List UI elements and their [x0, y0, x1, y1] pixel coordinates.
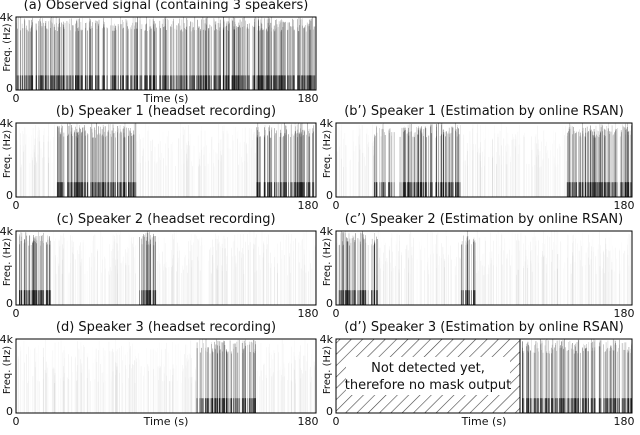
- x-tick-label: 0: [333, 307, 340, 320]
- panel-title: (d’) Speaker 3 (Estimation by online RSA…: [344, 320, 624, 335]
- y-tick-label: 4k: [320, 333, 334, 346]
- x-tick-label: 180: [298, 307, 319, 320]
- plot-frame: [335, 230, 633, 306]
- spectrogram: [15, 17, 316, 90]
- x-tick-label: 180: [298, 199, 319, 212]
- panel-title: (c’) Speaker 2 (Estimation by online RSA…: [345, 212, 623, 227]
- x-tick-label: 180: [298, 92, 319, 105]
- x-tick-label: 0: [13, 307, 20, 320]
- spectrogram: [16, 123, 315, 197]
- x-axis-label: Time (s): [143, 92, 189, 105]
- panel-title: (b) Speaker 1 (headset recording): [56, 104, 276, 119]
- y-tick-label: 0: [6, 405, 13, 418]
- annotation: therefore no mask output: [345, 378, 511, 393]
- x-tick-label: 0: [13, 199, 20, 212]
- plot-frame: [15, 230, 317, 306]
- x-tick-label: 0: [333, 199, 340, 212]
- y-tick-label: 4k: [320, 117, 334, 130]
- y-axis-label: Freq. (Hz): [2, 130, 13, 178]
- y-tick-label: 4k: [320, 225, 334, 238]
- y-tick-label: 4k: [0, 225, 14, 238]
- annotation: Not detected yet,: [371, 361, 485, 376]
- y-tick-label: 0: [6, 82, 13, 95]
- x-axis-label: Time (s): [143, 415, 189, 428]
- x-tick-label: 0: [13, 92, 20, 105]
- y-tick-label: 0: [326, 405, 333, 418]
- panel-title: (c) Speaker 2 (headset recording): [56, 212, 275, 227]
- x-tick-label: 180: [614, 307, 635, 320]
- y-tick-label: 4k: [0, 117, 14, 130]
- spectrogram: [335, 231, 631, 305]
- panel-title: (b’) Speaker 1 (Estimation by online RSA…: [344, 104, 624, 119]
- spectrogram: [17, 339, 315, 413]
- spectrogram: [18, 231, 316, 305]
- y-tick-label: 0: [326, 297, 333, 310]
- y-axis-label: Freq. (Hz): [322, 130, 333, 178]
- y-axis-label: Freq. (Hz): [322, 346, 333, 394]
- y-tick-label: 0: [6, 189, 13, 202]
- y-tick-label: 4k: [0, 333, 14, 346]
- x-tick-label: 0: [13, 415, 20, 428]
- plot-frame: [15, 16, 317, 91]
- plot-frame: [15, 122, 317, 198]
- y-tick-label: 4k: [0, 11, 14, 24]
- x-tick-label: 180: [298, 415, 319, 428]
- y-tick-label: 0: [6, 297, 13, 310]
- y-axis-label: Freq. (Hz): [2, 238, 13, 286]
- y-axis-label: Freq. (Hz): [322, 238, 333, 286]
- annotation-box: [346, 357, 510, 395]
- x-tick-label: 180: [614, 199, 635, 212]
- plot-frame: [335, 122, 633, 198]
- plot-frame: [15, 338, 317, 414]
- x-axis-label: Time (s): [461, 415, 507, 428]
- spectrogram: [335, 123, 632, 197]
- x-tick-label: 0: [333, 415, 340, 428]
- panel-title: (d) Speaker 3 (headset recording): [56, 320, 276, 335]
- panel-title: (a) Observed signal (containing 3 speake…: [24, 0, 309, 13]
- y-axis-label: Freq. (Hz): [2, 23, 13, 71]
- y-tick-label: 0: [326, 189, 333, 202]
- x-tick-label: 180: [614, 415, 635, 428]
- y-axis-label: Freq. (Hz): [2, 346, 13, 394]
